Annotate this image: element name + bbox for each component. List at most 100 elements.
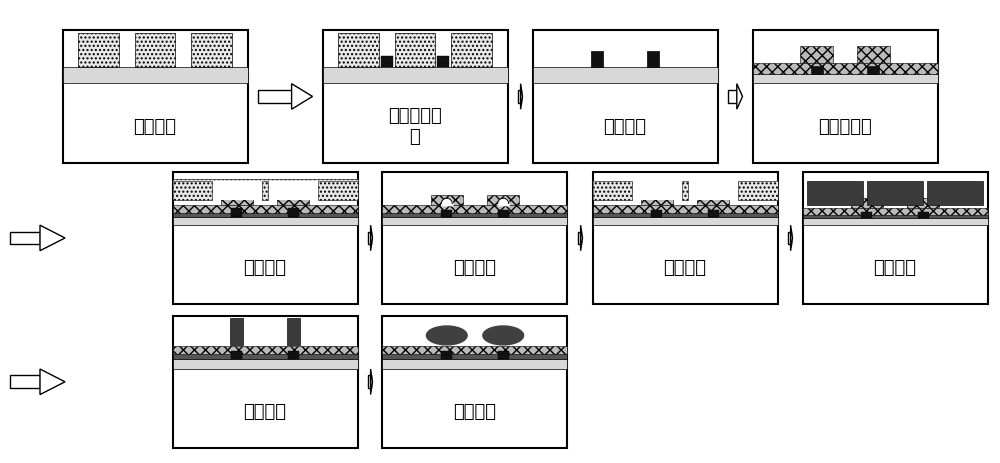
Bar: [927, 182, 983, 206]
Bar: [191, 34, 232, 68]
Text: 涂胶开孔: 涂胶开孔: [244, 258, 287, 276]
Bar: [368, 232, 371, 245]
Text: 铟膜蒸镀: 铟膜蒸镀: [874, 258, 916, 276]
Bar: [487, 195, 519, 206]
Bar: [395, 34, 435, 68]
Bar: [807, 182, 863, 206]
Bar: [173, 218, 358, 225]
Bar: [532, 68, 718, 84]
Bar: [381, 56, 393, 68]
Bar: [173, 213, 358, 218]
Bar: [592, 172, 778, 305]
Bar: [173, 316, 358, 448]
Bar: [641, 193, 673, 206]
Polygon shape: [40, 226, 65, 251]
Bar: [441, 351, 452, 359]
Bar: [592, 218, 778, 225]
Polygon shape: [292, 84, 312, 110]
Polygon shape: [737, 84, 742, 110]
Bar: [338, 34, 379, 68]
Bar: [288, 208, 299, 218]
Bar: [173, 354, 358, 359]
Bar: [382, 316, 567, 448]
Polygon shape: [521, 84, 522, 110]
Bar: [753, 31, 938, 163]
Bar: [262, 182, 268, 200]
Bar: [173, 359, 358, 369]
Bar: [851, 198, 883, 209]
Bar: [382, 172, 567, 305]
Bar: [788, 232, 791, 245]
Bar: [802, 219, 988, 225]
Bar: [277, 193, 309, 206]
Bar: [578, 232, 581, 245]
Bar: [811, 67, 823, 75]
Bar: [231, 208, 242, 218]
Bar: [173, 206, 358, 213]
Bar: [62, 68, 248, 84]
Bar: [697, 193, 729, 206]
Circle shape: [426, 326, 467, 345]
Bar: [867, 67, 879, 75]
Bar: [592, 182, 632, 200]
Bar: [682, 182, 688, 200]
Bar: [498, 211, 509, 218]
Bar: [318, 182, 358, 200]
Bar: [78, 34, 119, 68]
Text: 回流成球: 回流成球: [454, 402, 496, 420]
Bar: [382, 218, 567, 225]
Bar: [382, 206, 567, 213]
Polygon shape: [791, 226, 792, 251]
Bar: [498, 351, 509, 359]
Bar: [532, 31, 718, 163]
Bar: [382, 213, 567, 218]
Text: 涂胶开孔: 涂胶开孔: [664, 258, 706, 276]
Polygon shape: [581, 226, 582, 251]
Polygon shape: [371, 369, 372, 394]
Bar: [753, 64, 938, 75]
Text: 金属电极蒸
镀: 金属电极蒸 镀: [388, 107, 442, 146]
Bar: [651, 211, 662, 218]
Bar: [857, 47, 890, 64]
Bar: [907, 198, 939, 209]
Bar: [591, 52, 603, 68]
Bar: [437, 56, 449, 68]
Bar: [441, 211, 452, 218]
Bar: [738, 182, 778, 200]
Circle shape: [483, 326, 524, 345]
Bar: [287, 318, 300, 345]
Bar: [173, 346, 358, 354]
Bar: [753, 75, 938, 84]
Bar: [592, 213, 778, 218]
Text: 浮胶剥离: 浮胶剥离: [604, 117, 646, 135]
Bar: [431, 195, 463, 206]
Bar: [221, 193, 253, 206]
Bar: [231, 351, 242, 359]
Bar: [518, 91, 521, 104]
Bar: [173, 182, 212, 200]
Bar: [867, 182, 923, 206]
Bar: [802, 215, 988, 219]
Bar: [708, 211, 719, 218]
Bar: [382, 346, 567, 354]
Text: 浮胶剥离: 浮胶剥离: [244, 402, 287, 420]
Bar: [382, 359, 567, 369]
Bar: [918, 213, 929, 219]
Polygon shape: [40, 369, 65, 394]
Bar: [173, 179, 358, 193]
Bar: [173, 182, 358, 200]
Bar: [861, 213, 872, 219]
Text: 刻蚀浮胶: 刻蚀浮胶: [454, 258, 496, 276]
Text: 涂胶开孔: 涂胶开孔: [134, 117, 176, 135]
Bar: [592, 182, 778, 200]
Bar: [173, 172, 358, 305]
Bar: [592, 206, 778, 213]
Polygon shape: [371, 226, 372, 251]
Bar: [62, 31, 248, 163]
Bar: [322, 31, 508, 163]
Bar: [728, 91, 737, 104]
Bar: [135, 34, 175, 68]
Bar: [258, 91, 292, 104]
Bar: [368, 375, 371, 388]
Bar: [10, 232, 40, 245]
